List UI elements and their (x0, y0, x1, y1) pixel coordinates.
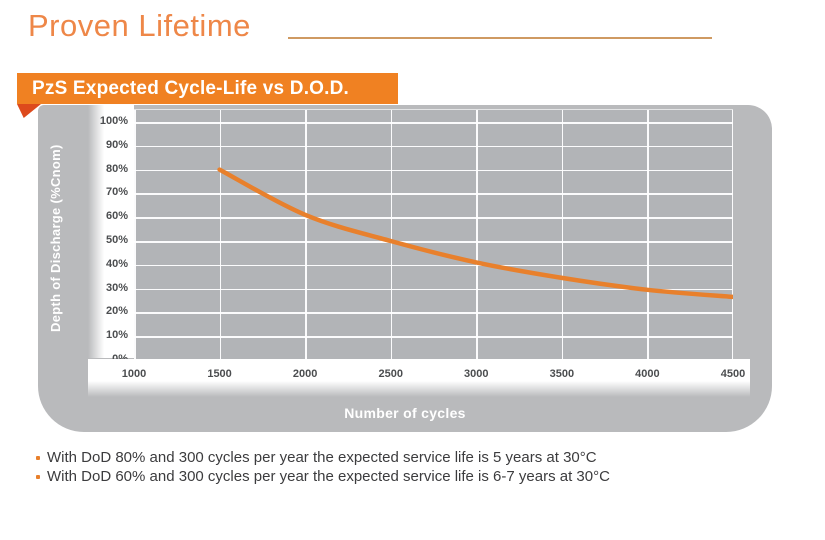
chart-banner-title: PzS Expected Cycle-Life vs D.O.D. (17, 73, 398, 104)
gridline-horizontal (134, 264, 733, 267)
bullet-icon (36, 474, 40, 479)
page-title: Proven Lifetime (28, 8, 251, 43)
gridline-vertical (390, 110, 393, 359)
y-axis-tick-label: 90% (105, 138, 128, 151)
y-axis-tick-label: 70% (105, 186, 128, 199)
y-axis-tick-label: 10% (105, 329, 128, 342)
x-axis-tick-band: 1000 1500 2000 2500 3000 3500 4000 4500 (88, 359, 750, 397)
gridline-horizontal (134, 336, 733, 338)
gridline-horizontal (134, 288, 733, 291)
x-axis-tick-label: 1500 (207, 368, 232, 380)
plot-area (134, 109, 733, 359)
x-axis-tick-label: 2500 (378, 368, 403, 380)
note-text: With DoD 60% and 300 cycles per year the… (47, 467, 610, 485)
note-item: With DoD 60% and 300 cycles per year the… (36, 468, 796, 486)
x-axis-tick-label: 1000 (121, 368, 147, 380)
title-underline (288, 37, 712, 39)
y-axis-tick-label: 60% (105, 210, 128, 223)
notes-list: With DoD 80% and 300 cycles per year the… (36, 449, 796, 486)
gridline-vertical (219, 110, 222, 359)
x-axis-tick-label: 3500 (549, 368, 575, 380)
gridline-vertical (476, 110, 478, 359)
x-axis-tick-label: 2000 (292, 368, 318, 380)
note-text: With DoD 80% and 300 cycles per year the… (47, 449, 597, 466)
y-axis-tick-label: 40% (105, 257, 128, 270)
x-axis-tick-label: 4500 (720, 368, 746, 380)
y-axis-tick-label: 80% (105, 162, 128, 175)
y-axis-tick-label: 20% (105, 305, 128, 318)
gridline-vertical (561, 110, 564, 359)
note-item: With DoD 80% and 300 cycles per year the… (36, 449, 796, 467)
cycle-life-curve (217, 167, 733, 300)
gridline-vertical (731, 110, 733, 359)
gridline-vertical (305, 110, 307, 359)
x-axis-tick-label: 3000 (464, 368, 489, 380)
gridline-horizontal (134, 312, 733, 314)
y-axis-tick-label: 100% (99, 115, 128, 127)
gridline-horizontal (134, 122, 733, 124)
x-axis-title: Number of cycles (344, 405, 466, 421)
x-axis-tick-label: 4000 (635, 368, 660, 380)
y-axis-tick-label: 30% (105, 281, 128, 294)
gridline-horizontal (134, 145, 733, 148)
gridline-horizontal (134, 169, 733, 172)
gridline-horizontal (134, 193, 733, 195)
gridline-horizontal (134, 241, 733, 243)
gridline-vertical (134, 110, 136, 359)
y-axis-tick-strip: 0%10%20%30%40%50%60%70%80%90%100% (88, 105, 134, 365)
y-axis-tick-label: 50% (105, 234, 128, 246)
y-axis-title: Depth of Discharge (%Cnom) (48, 144, 63, 332)
gridline-horizontal (134, 217, 733, 219)
gridline-horizontal (134, 358, 733, 359)
bullet-icon (36, 456, 40, 460)
gridline-vertical (647, 110, 649, 359)
chart-panel: Depth of Discharge (%Cnom) 0%10%20%30%40… (38, 105, 772, 432)
